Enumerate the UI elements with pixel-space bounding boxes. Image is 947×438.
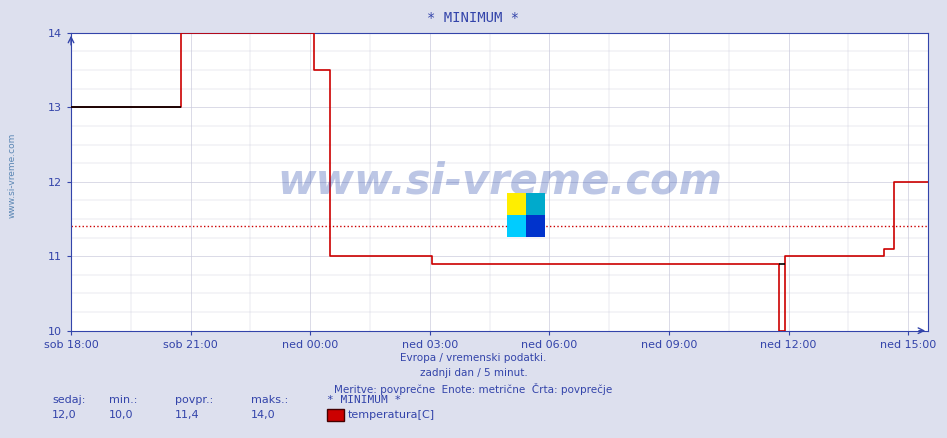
Text: Evropa / vremenski podatki.: Evropa / vremenski podatki. [401,353,546,363]
Bar [507,215,526,237]
Text: * MINIMUM *: * MINIMUM * [327,395,401,405]
Text: 10,0: 10,0 [109,410,134,420]
Text: Meritve: povprečne  Enote: metrične  Črta: povprečje: Meritve: povprečne Enote: metrične Črta:… [334,383,613,395]
Text: 11,4: 11,4 [175,410,200,420]
Text: www.si-vreme.com: www.si-vreme.com [8,133,17,218]
Bar [526,193,545,215]
Text: 12,0: 12,0 [52,410,77,420]
Bar [526,215,545,237]
Text: maks.:: maks.: [251,395,288,405]
Text: * MINIMUM *: * MINIMUM * [427,11,520,25]
Text: www.si-vreme.com: www.si-vreme.com [277,161,722,203]
Text: min.:: min.: [109,395,137,405]
Text: zadnji dan / 5 minut.: zadnji dan / 5 minut. [420,368,527,378]
Text: 14,0: 14,0 [251,410,276,420]
Bar [507,193,526,215]
Text: temperatura[C]: temperatura[C] [348,410,435,420]
Text: sedaj:: sedaj: [52,395,85,405]
Text: povpr.:: povpr.: [175,395,213,405]
